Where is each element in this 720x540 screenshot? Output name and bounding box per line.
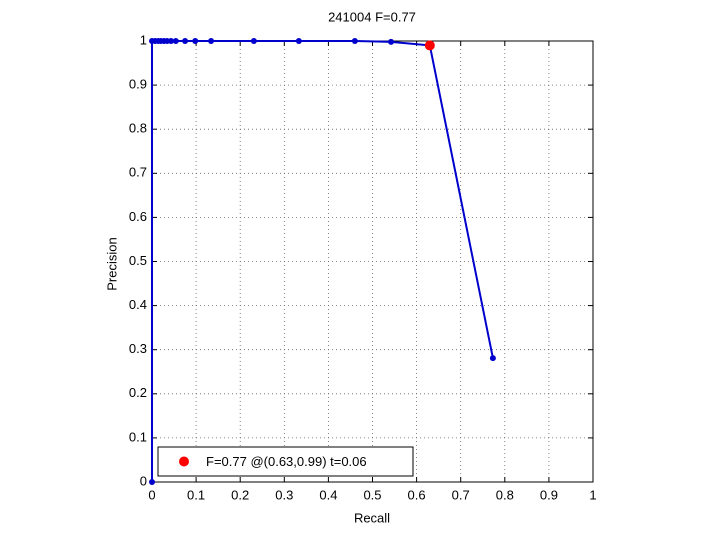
x-tick-label: 0.4 bbox=[319, 487, 337, 502]
x-tick-label: 1 bbox=[589, 487, 596, 502]
x-tick-label: 0.7 bbox=[452, 487, 470, 502]
best-point bbox=[424, 40, 435, 51]
x-tick-label: 0.3 bbox=[275, 487, 293, 502]
chart-title: 241004 F=0.77 bbox=[328, 9, 416, 24]
data-point bbox=[182, 38, 189, 44]
x-tick-label: 0 bbox=[148, 487, 155, 502]
y-tick-label: 0 bbox=[140, 473, 147, 488]
data-point bbox=[250, 38, 257, 44]
y-tick-label: 0.3 bbox=[129, 341, 147, 356]
x-tick-label: 0.5 bbox=[363, 487, 381, 502]
y-tick-label: 1 bbox=[140, 32, 147, 47]
y-axis-label: Precision bbox=[104, 237, 119, 290]
data-point bbox=[192, 38, 199, 44]
y-tick-label: 0.8 bbox=[129, 121, 147, 136]
legend: F=0.77 @(0.63,0.99) t=0.06 bbox=[157, 446, 414, 477]
x-tick-label: 0.2 bbox=[231, 487, 249, 502]
legend-box bbox=[157, 446, 414, 477]
data-point bbox=[208, 38, 215, 44]
y-tick-label: 0.2 bbox=[129, 385, 147, 400]
legend-marker bbox=[179, 456, 189, 467]
legend-label: F=0.77 @(0.63,0.99) t=0.06 bbox=[206, 454, 367, 469]
x-tick-label: 0.8 bbox=[496, 487, 514, 502]
y-tick-label: 0.9 bbox=[129, 77, 147, 92]
data-point bbox=[388, 38, 395, 45]
data-point bbox=[489, 355, 496, 362]
y-tick-label: 0.4 bbox=[129, 297, 147, 312]
x-axis-label: Recall bbox=[354, 510, 390, 525]
data-point bbox=[149, 479, 155, 485]
x-tick-label: 0.6 bbox=[408, 487, 426, 502]
data-point bbox=[167, 38, 174, 44]
y-tick-label: 0.6 bbox=[129, 209, 147, 224]
y-tick-label: 0.1 bbox=[129, 429, 147, 444]
x-tick-label: 0.1 bbox=[187, 487, 205, 502]
data-point bbox=[172, 38, 179, 44]
data-point bbox=[295, 38, 302, 44]
y-tick-label: 0.5 bbox=[129, 253, 147, 268]
x-tick-label: 0.9 bbox=[540, 487, 558, 502]
y-tick-label: 0.7 bbox=[129, 165, 147, 180]
data-point bbox=[351, 38, 358, 44]
